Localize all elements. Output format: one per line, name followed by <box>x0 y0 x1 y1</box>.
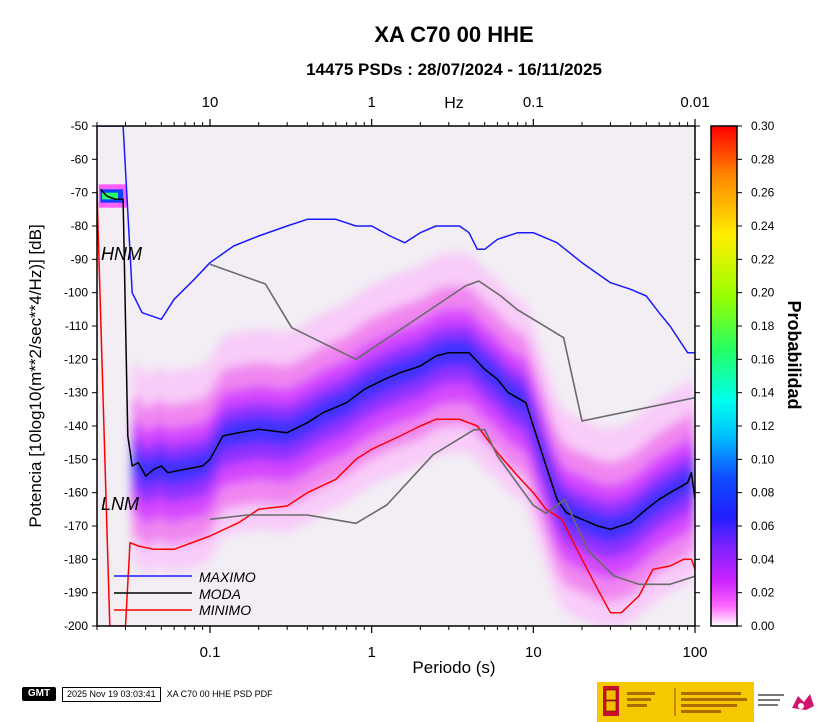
x-axis-label: Periodo (s) <box>412 658 495 677</box>
colorbar-tick-label: 0.00 <box>751 619 775 633</box>
y-tick-label: -110 <box>65 319 88 333</box>
y-tick-label: -80 <box>71 219 89 233</box>
y-tick-label: -150 <box>64 452 88 466</box>
colorbar-tick-label: 0.10 <box>751 452 775 466</box>
lnm-label: LNM <box>101 494 139 514</box>
institution-logos <box>597 682 824 722</box>
colorbar-tick-label: 0.16 <box>751 352 775 366</box>
y-tick-label: -160 <box>64 486 88 500</box>
y-tick-label: -140 <box>64 419 88 433</box>
government-logo <box>597 682 754 722</box>
psd-curves <box>97 126 695 626</box>
x-tick-label: 0.1 <box>200 644 221 661</box>
chart-title: XA C70 00 HHE <box>374 22 533 47</box>
y-tick-label: -200 <box>64 619 88 633</box>
hnm-label: HNM <box>101 244 142 264</box>
y-tick-label: -180 <box>64 552 88 566</box>
colorbar-tick-label: 0.20 <box>751 286 775 300</box>
x-tick-label: 1 <box>367 644 375 661</box>
top-tick-label: 0.1 <box>523 94 544 111</box>
y-axis-label: Potencia [10log10(m**2/sec**4/Hz)] [dB] <box>26 224 45 527</box>
axes: -50 -60 -70 -80 -90 -100 -110 -120 -130 -140 -150 -… <box>64 94 710 661</box>
y-tick-label: -190 <box>64 586 88 600</box>
y-tick-label: -60 <box>71 152 89 166</box>
legend-label-moda: MODA <box>199 586 241 602</box>
colorbar-ticks: 0.00 0.02 0.04 0.06 0.08 0.10 0.12 0.14 0.16 0.18… <box>737 119 775 633</box>
colorbar <box>710 125 738 627</box>
chart-subtitle: 14475 PSDs : 28/07/2024 - 16/11/2025 <box>306 60 602 79</box>
gmt-logo: GMT <box>22 687 56 701</box>
series-minimo <box>97 192 695 626</box>
colorbar-tick-label: 0.30 <box>751 119 775 133</box>
series-hnm <box>209 263 695 422</box>
top-tick-label: 1 <box>367 94 375 111</box>
legend: MAXIMO MODA MINIMO <box>114 569 256 618</box>
colorbar-tick-label: 0.08 <box>751 486 775 500</box>
footer: GMT 2025 Nov 19 03:03:41 XA C70 00 HHE P… <box>22 686 273 702</box>
coat-of-arms-icon <box>603 686 747 716</box>
top-tick-label: 0.01 <box>680 94 709 111</box>
colorbar-tick-label: 0.12 <box>751 419 775 433</box>
top-axis-label: Hz <box>444 95 464 112</box>
y-tick-label: -130 <box>64 386 88 400</box>
density-spot-core <box>102 192 119 200</box>
colorbar-tick-label: 0.06 <box>751 519 775 533</box>
colorbar-tick-label: 0.26 <box>751 186 775 200</box>
x-tick-label: 10 <box>525 644 542 661</box>
top-tick-label: 10 <box>202 94 219 111</box>
colorbar-tick-label: 0.18 <box>751 319 775 333</box>
plot-frame <box>96 125 696 627</box>
colorbar-tick-label: 0.22 <box>751 252 775 266</box>
x-tick-label: 100 <box>682 644 707 661</box>
colorbar-label: Probabilidad <box>784 300 804 409</box>
y-tick-label: -120 <box>64 352 88 366</box>
y-tick-label: -70 <box>71 186 89 200</box>
timestamp: 2025 Nov 19 03:03:41 <box>62 686 161 702</box>
y-tick-label: -170 <box>64 519 88 533</box>
colorbar-tick-label: 0.14 <box>751 386 775 400</box>
colorbar-tick-label: 0.02 <box>751 586 775 600</box>
colorbar-tick-label: 0.24 <box>751 219 775 233</box>
series-moda <box>99 188 695 531</box>
colorbar-tick-label: 0.28 <box>751 152 775 166</box>
ign-logo <box>754 682 824 722</box>
ign-emblem-icon <box>758 694 814 710</box>
legend-label-maximo: MAXIMO <box>199 569 256 585</box>
footer-caption: XA C70 00 HHE PSD PDF <box>166 689 273 699</box>
y-tick-label: -50 <box>71 119 89 133</box>
y-tick-label: -90 <box>71 252 89 266</box>
series-maximo <box>97 126 695 354</box>
y-tick-label: -100 <box>64 286 88 300</box>
colorbar-tick-label: 0.04 <box>751 552 775 566</box>
legend-label-minimo: MINIMO <box>199 602 251 618</box>
series-lnm <box>209 428 695 586</box>
